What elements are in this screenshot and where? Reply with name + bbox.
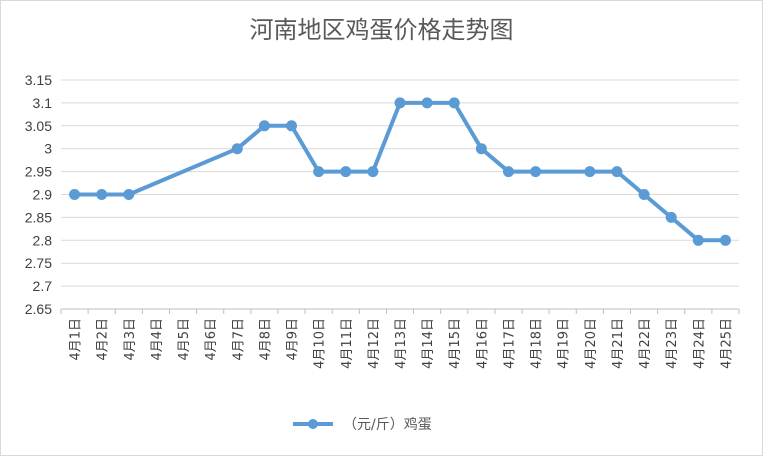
data-point xyxy=(69,189,81,200)
legend-label: （元/斤）鸡蛋 xyxy=(343,416,432,433)
y-axis-ticks: 2.65 2.7 2.75 2.8 2.85 2.9 2.95 3 3.05 3.1 3.15 xyxy=(25,72,52,317)
y-tick-label: 2.85 xyxy=(25,209,52,225)
data-point xyxy=(367,166,379,178)
x-tick-label: 4月4日 xyxy=(150,318,165,361)
y-tick-label: 2.95 xyxy=(25,164,52,180)
x-tick-label: 4月16日 xyxy=(475,318,490,369)
y-tick-label: 2.65 xyxy=(25,301,52,317)
data-point xyxy=(313,166,325,178)
x-tick-label: 4月11日 xyxy=(340,318,355,369)
data-point xyxy=(584,166,596,178)
y-tick-label: 3.05 xyxy=(25,118,52,134)
data-point xyxy=(286,120,298,132)
data-point xyxy=(258,120,270,132)
x-tick-label: 4月6日 xyxy=(204,318,219,361)
data-point xyxy=(638,189,650,200)
data-point xyxy=(502,166,514,178)
data-point xyxy=(692,234,704,246)
x-tick-label: 4月2日 xyxy=(96,318,111,361)
legend: （元/斤）鸡蛋 xyxy=(293,416,432,433)
x-tick-label: 4月7日 xyxy=(231,318,246,361)
data-point xyxy=(394,97,406,109)
gridlines xyxy=(61,79,739,310)
data-point xyxy=(475,143,487,155)
data-point xyxy=(665,211,677,223)
y-tick-label: 2.8 xyxy=(33,232,53,248)
x-tick-label: 4月10日 xyxy=(313,318,328,369)
x-tick-label: 4月22日 xyxy=(638,318,653,369)
data-point xyxy=(123,189,135,200)
x-tick-label: 4月18日 xyxy=(530,318,545,369)
x-tick-label: 4月13日 xyxy=(394,318,409,369)
x-tick-label: 4月8日 xyxy=(258,318,273,361)
legend-marker-icon xyxy=(308,419,318,429)
data-point xyxy=(719,234,731,246)
x-tick-label: 4月24日 xyxy=(692,318,707,369)
x-tick-label: 4月19日 xyxy=(557,318,572,369)
data-point xyxy=(231,143,243,155)
x-tick-label: 4月15日 xyxy=(448,318,463,369)
x-tick-label: 4月3日 xyxy=(123,318,138,361)
y-tick-label: 2.75 xyxy=(25,255,52,271)
data-point xyxy=(340,166,352,178)
y-tick-label: 3 xyxy=(44,141,52,157)
x-tick-label: 4月25日 xyxy=(719,318,734,369)
x-tick-label: 4月14日 xyxy=(421,318,436,369)
x-tick-label: 4月9日 xyxy=(286,318,301,361)
data-point xyxy=(448,97,460,109)
data-point xyxy=(530,166,542,178)
x-axis: 4月1日 4月2日 4月3日 4月4日 4月5日 4月6日 4月7日 4月8日 4月9日 4月10… xyxy=(60,308,740,369)
y-tick-label: 2.7 xyxy=(33,278,53,294)
data-point xyxy=(611,166,623,178)
x-tick-label: 4月12日 xyxy=(367,318,382,369)
y-tick-label: 3.1 xyxy=(33,95,53,111)
x-tick-label: 4月20日 xyxy=(584,318,599,369)
series-layer xyxy=(69,97,731,246)
x-tick-label: 4月17日 xyxy=(502,318,517,369)
y-tick-label: 2.9 xyxy=(33,187,53,203)
data-point xyxy=(421,97,433,109)
data-point xyxy=(96,189,108,200)
x-tick-label: 4月5日 xyxy=(177,318,192,361)
y-tick-label: 3.15 xyxy=(25,72,52,88)
x-tick-label: 4月1日 xyxy=(69,318,84,361)
chart-title: 河南地区鸡蛋价格走势图 xyxy=(249,16,514,44)
x-tick-label: 4月21日 xyxy=(611,318,626,369)
x-tick-label: 4月23日 xyxy=(665,318,680,369)
